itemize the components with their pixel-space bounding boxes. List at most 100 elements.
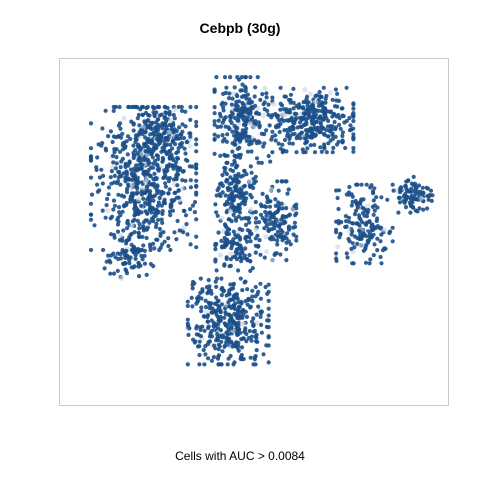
cell-point [194,119,199,125]
cell-point [124,186,130,192]
cell-point [244,126,249,131]
cell-point [136,145,141,150]
cell-point [220,349,225,354]
cell-point [228,257,233,262]
cell-point [278,222,283,227]
cell-point [333,87,338,92]
cell-point [347,128,353,133]
cell-point [409,195,415,200]
cell-point [273,111,278,117]
cell-point [160,220,165,225]
cell-point [275,238,280,243]
cell-point [261,112,267,118]
cell-point [248,259,253,264]
cell-point [410,204,415,210]
cell-point [403,191,408,197]
cell-point [235,94,240,99]
cell-point [230,190,235,195]
cell-point [194,192,199,197]
cell-point [262,85,268,91]
cell-point [294,234,299,239]
cell-point [240,82,245,87]
cell-point [216,230,221,235]
cell-point [357,213,362,218]
chart-title: Cebpb (30g) [199,20,281,36]
cell-point [291,225,296,230]
cell-point [145,184,150,189]
cell-point [355,221,360,226]
cell-point [214,276,220,281]
cell-point [231,212,236,217]
cell-point [146,149,151,154]
cell-point [266,210,272,215]
cell-point [173,190,178,195]
cell-point [249,319,255,324]
cell-point [154,208,159,213]
cell-point [277,206,282,211]
cell-point [250,266,255,271]
cell-point [167,187,172,192]
cell-point [183,124,188,129]
cell-point [232,133,237,138]
cell-point [166,191,171,196]
cell-point [164,136,169,142]
cell-point [189,295,194,300]
cell-point [338,126,343,131]
cell-point [106,253,111,258]
cell-point [388,229,393,234]
cell-point [263,284,268,290]
cell-point [194,149,199,154]
cell-point [200,324,205,329]
cell-point [126,182,131,187]
cell-point [339,106,344,111]
cell-point [232,320,237,325]
cell-point [267,221,272,226]
cell-point [274,223,279,228]
cell-point [132,245,137,250]
cell-point [224,232,230,237]
cell-point [188,207,193,212]
cell-point [236,300,241,305]
cell-point [170,139,175,144]
cell-point [273,217,278,222]
cell-point [125,219,130,225]
cell-point [160,155,165,161]
cell-point [224,340,229,345]
cell-point [123,144,128,149]
cell-point [133,256,138,261]
cell-point [140,112,145,117]
cell-point [233,292,239,297]
cell-point [215,213,220,218]
cell-point [108,129,113,134]
cell-point [155,167,160,172]
cell-point [185,158,190,163]
cell-point [165,105,170,111]
cell-point [215,356,221,361]
cell-point [375,224,380,229]
cell-point [238,255,243,260]
cell-point [141,243,146,248]
cell-point [409,189,414,194]
cell-point [216,134,221,139]
cell-point [119,275,125,281]
cell-point [117,104,122,110]
cell-point [240,321,247,327]
cell-point [321,126,326,131]
cell-point [174,195,179,200]
cell-point [97,175,102,180]
cell-point [236,233,241,238]
cell-point [121,141,126,146]
cell-point [288,92,294,97]
cell-point [155,136,160,141]
cell-point [174,237,179,242]
cell-point [106,192,111,197]
cell-point [139,185,145,191]
cell-point [175,136,180,141]
cell-point [162,239,167,244]
cell-point [330,114,335,119]
cell-point [240,308,245,313]
cell-point [207,306,212,311]
cell-point [357,200,362,205]
cell-point [312,142,317,147]
cell-point [411,174,416,179]
